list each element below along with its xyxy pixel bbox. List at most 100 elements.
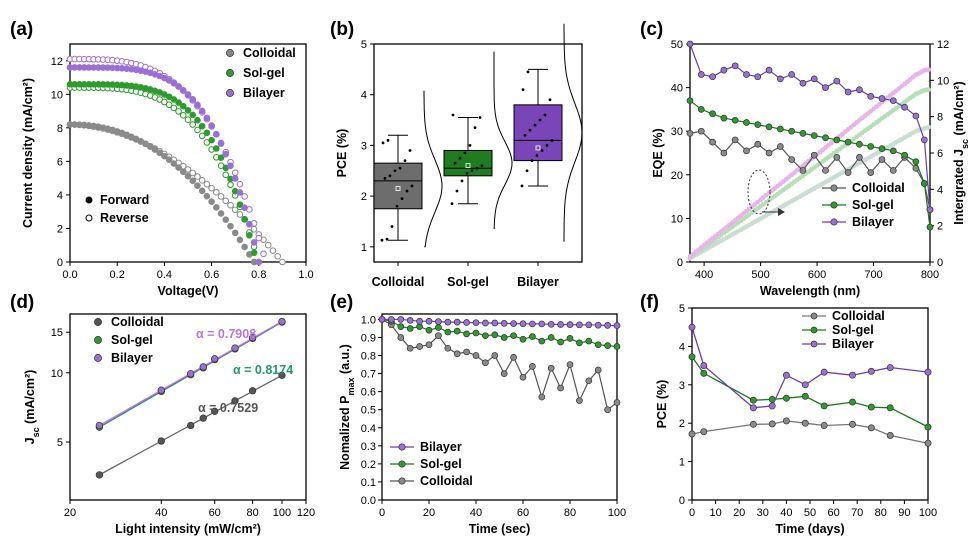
panel-c-eqe-point-colloidal: [833, 154, 841, 161]
panel-b-point: [523, 133, 527, 137]
panel-e-point-colloidal: [491, 352, 499, 359]
panel-a-point-forward-colloidal: [146, 143, 154, 150]
panel-a-point-forward-colloidal: [184, 172, 192, 180]
panel-c-eqe-point-colloidal: [799, 167, 807, 174]
panel-c-eqe-point-sol-gel: [686, 97, 694, 105]
panel-d-point-colloidal: [248, 387, 257, 395]
panel-d-xlabel: Light intensity (mW/cm²): [115, 522, 261, 536]
panel-d-point-bilayer: [248, 334, 257, 342]
panel-f-line-colloidal: [691, 420, 929, 444]
panel-e-point-bilayer: [406, 316, 414, 324]
panel-a-ytick-label: 12: [51, 56, 63, 68]
panel-f-point-sol-gel: [886, 404, 894, 412]
panel-b-point: [528, 128, 532, 132]
panel-c-eqe-point-colloidal: [709, 138, 716, 146]
panel-e-point-bilayer: [510, 320, 517, 327]
panel-a-point-reverse-bilayer: [231, 169, 239, 177]
panel-b-point: [383, 176, 387, 180]
panel-a-ylabel-main: Current density (mA/cm²): [21, 78, 35, 228]
panel-label-e: (e): [330, 292, 353, 313]
panel-c-eqe-point-sol-gel: [822, 134, 829, 142]
panel-f-xtick-label: 90: [898, 507, 910, 519]
panel-c-eqe-point-colloidal: [889, 167, 897, 174]
panel-f-point-colloidal: [886, 432, 894, 439]
panel-e-point-bilayer: [594, 321, 602, 329]
panel-c-eqe-point-bilayer: [844, 88, 852, 96]
panel-b-point: [385, 237, 389, 241]
panel-f-point-colloidal: [867, 424, 875, 432]
panel-e-point-bilayer: [388, 316, 395, 323]
panel-b-ylabel: PCE (%): [335, 129, 349, 178]
panel-e-xtick-label: 20: [423, 507, 435, 519]
panel-f-ytick-label: 1: [679, 457, 685, 469]
panel-e-point-colloidal: [482, 359, 489, 367]
panel-d-point-colloidal: [95, 471, 104, 479]
panel-c-legend-marker: [830, 218, 838, 226]
panel-a-point-reverse-sol-gel: [198, 132, 206, 140]
panel-a-point-forward-colloidal: [236, 236, 244, 244]
panel-d-ytick-label: 5: [57, 437, 63, 449]
panel-d-ylabel-unit: (mA/cm²): [23, 370, 37, 428]
panel-a-xtick-label: 0.2: [110, 269, 125, 281]
panel-a-legend-scan-marker: [85, 214, 93, 222]
panel-a-point-forward-colloidal: [165, 156, 173, 164]
panel-c-legend-marker: [830, 184, 838, 192]
panel-e-point-sol-gel: [594, 341, 602, 349]
panel-e-legend-label: Sol-gel: [420, 457, 462, 471]
panel-a-point-reverse-sol-gel: [165, 101, 173, 109]
panel-e-point-sol-gel: [547, 334, 555, 341]
panel-f-point-sol-gel: [700, 369, 708, 377]
panel-a-point-forward-colloidal: [151, 146, 159, 153]
panel-a-point-forward-bilayer: [236, 189, 244, 196]
panel-e-point-colloidal: [500, 370, 508, 377]
panel-label-b: (b): [330, 19, 354, 40]
panel-b-point: [393, 169, 397, 173]
panel-b-point: [538, 118, 542, 122]
panel-b-point: [460, 179, 464, 183]
panel-f-xlabel: Time (days): [775, 522, 844, 536]
panel-b-point: [533, 123, 537, 127]
panel-b-point: [520, 184, 524, 188]
panel-b-point: [458, 156, 462, 160]
panel-a-point-reverse-sol-gel: [222, 171, 230, 179]
panel-e-point-sol-gel: [538, 337, 546, 345]
panel-c-y2label-main: Intergrated J: [952, 149, 966, 225]
panel-e-point-sol-gel: [510, 332, 517, 340]
panel-f-point-colloidal: [801, 419, 809, 427]
panel-c-eqe-point-bilayer: [777, 75, 784, 83]
panel-e-point-sol-gel: [444, 328, 452, 336]
panel-c-eqe-point-bilayer: [743, 71, 750, 78]
panel-label-a: (a): [10, 19, 33, 40]
panel-d-ytick-label: 10: [51, 368, 63, 380]
panel-d-point-bilayer: [157, 386, 165, 394]
panel-c-eqe-point-bilayer: [765, 66, 773, 74]
panel-a-point-reverse-sol-gel: [227, 181, 234, 189]
panel-e-point-bilayer: [547, 320, 555, 328]
panel-a-point-forward-sol-gel: [236, 201, 244, 208]
panel-e-ylabel: Nomalized Pmax (a.u.): [338, 344, 356, 470]
panel-b-mean: [535, 145, 541, 151]
panel-a-point-forward-sol-gel: [203, 129, 211, 137]
panel-d-xtick-label: 40: [155, 507, 167, 519]
panel-d-legend-marker: [94, 354, 102, 362]
panel-c-eqe-point-colloidal: [697, 127, 705, 135]
panel-b-point: [525, 169, 529, 173]
panel-b-pce-boxplot: 1 2 3 4 5 PCE (%) Colloidal Sol-gel Bilayer: [335, 23, 583, 289]
panel-c-eqe-point-sol-gel: [921, 180, 928, 187]
panel-d-point-bilayer: [187, 370, 195, 378]
panel-d-frame: [69, 313, 307, 501]
panel-b-frame: [373, 43, 583, 263]
panel-label-f: (f): [640, 292, 659, 313]
panel-a-point-forward-colloidal: [194, 182, 201, 190]
panel-b-point: [543, 113, 547, 117]
panel-a-point-forward-colloidal: [179, 168, 187, 176]
panel-d-legend-label: Bilayer: [111, 351, 153, 365]
panel-a-point-forward-bilayer: [222, 150, 230, 158]
panel-e-point-sol-gel: [613, 343, 621, 350]
panel-c-eqe-point-sol-gel: [889, 147, 897, 155]
panel-c-eqe-point-colloidal: [822, 167, 829, 174]
panel-a-point-forward-bilayer: [175, 83, 182, 90]
panel-c-eqe-point-colloidal: [810, 151, 818, 159]
panel-f-point-bilayer: [749, 404, 757, 412]
panel-f-point-colloidal: [782, 417, 790, 425]
